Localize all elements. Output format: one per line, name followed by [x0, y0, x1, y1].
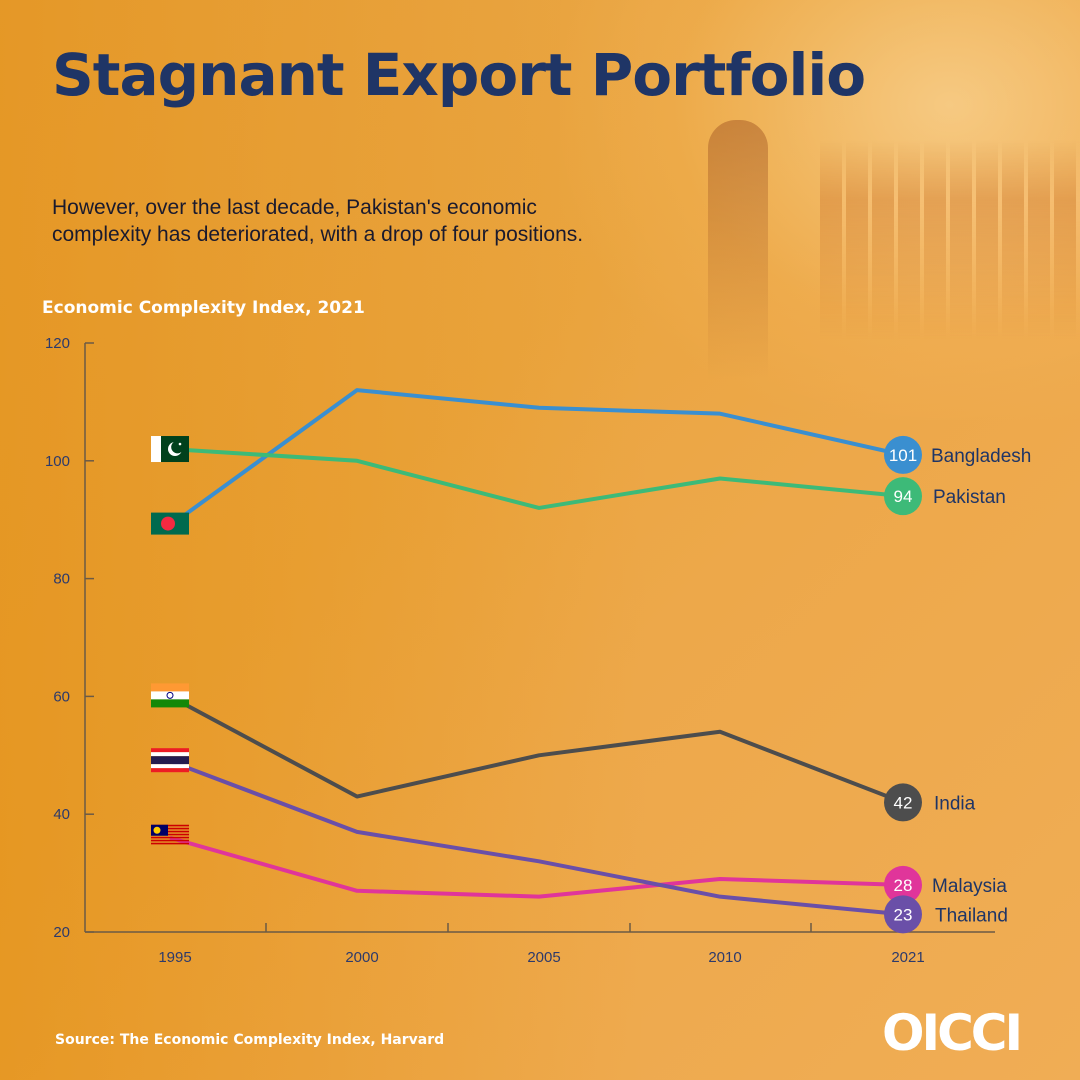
india-flag-icon [151, 683, 189, 708]
series-line-thailand [169, 759, 904, 917]
end-value-label: 42 [894, 793, 913, 812]
flag-part [166, 691, 174, 699]
x-tick-label: 1995 [158, 949, 191, 966]
page-title: Stagnant Export Portfolio [52, 41, 866, 109]
y-tick-label: 120 [45, 335, 70, 352]
x-tick-label: 2000 [345, 949, 378, 966]
series-line-malaysia [169, 835, 904, 899]
series-line-bangladesh [168, 388, 904, 528]
flag-part [151, 699, 189, 708]
end-value-label: 94 [894, 487, 913, 506]
flag-part [151, 768, 189, 773]
flag-part [151, 842, 189, 845]
flag-part [151, 836, 189, 839]
chart-title: Economic Complexity Index, 2021 [42, 298, 365, 318]
series-line-india [169, 694, 904, 805]
end-value-marker [884, 477, 922, 516]
thailand-flag-icon [151, 748, 189, 773]
header-photo [560, 0, 1080, 420]
shipping-containers-image [820, 140, 1080, 340]
flag-part [151, 827, 189, 830]
flag-part [151, 752, 189, 757]
series-label: Bangladesh [931, 446, 1031, 467]
flag-part [151, 756, 189, 765]
flag-part [161, 516, 175, 531]
flag-part [151, 691, 189, 700]
flag-part [151, 833, 189, 836]
series-line-pakistan [169, 447, 904, 510]
pakistan-flag-icon [151, 436, 189, 463]
y-tick-label: 80 [53, 571, 70, 588]
x-tick-label: 2021 [891, 949, 924, 966]
y-tick-label: 40 [53, 806, 70, 823]
source-note: Source: The Economic Complexity Index, H… [55, 1032, 445, 1048]
bangladesh-flag-icon [151, 512, 189, 535]
end-value-marker [884, 783, 922, 822]
flag-part [151, 824, 189, 827]
y-tick-label: 20 [53, 924, 70, 941]
subtitle-line: complexity has deteriorated, with a drop… [52, 223, 584, 246]
flag-part [171, 440, 184, 454]
end-value-label: 101 [889, 446, 917, 465]
flag-part [151, 839, 189, 842]
subtitle: However, over the last decade, Pakistan'… [52, 194, 583, 248]
x-tick-label: 2005 [527, 949, 560, 966]
flag-part [151, 764, 189, 769]
series-label: Malaysia [932, 876, 1007, 897]
flag-part [151, 748, 189, 753]
end-value-marker [884, 865, 922, 904]
flag-part [151, 683, 189, 692]
malaysia-flag-icon [151, 824, 189, 845]
flag-part [151, 830, 189, 833]
series-label: Thailand [935, 905, 1008, 926]
x-tick-label: 2010 [708, 949, 741, 966]
y-tick-label: 60 [53, 688, 70, 705]
flag-part [151, 436, 161, 463]
flag-part [178, 442, 182, 446]
flag-part [153, 826, 161, 834]
engineer-silhouette-image [708, 120, 768, 380]
end-value-label: 23 [894, 905, 913, 924]
series-label: Pakistan [933, 487, 1006, 508]
end-value-marker [884, 435, 922, 474]
end-value-label: 28 [894, 876, 913, 895]
end-value-marker [884, 895, 922, 934]
series-label: India [934, 793, 976, 814]
subtitle-line: However, over the last decade, Pakistan'… [52, 196, 537, 219]
y-tick-label: 100 [45, 453, 70, 470]
oicci-logo: OICCI [882, 1004, 1023, 1062]
